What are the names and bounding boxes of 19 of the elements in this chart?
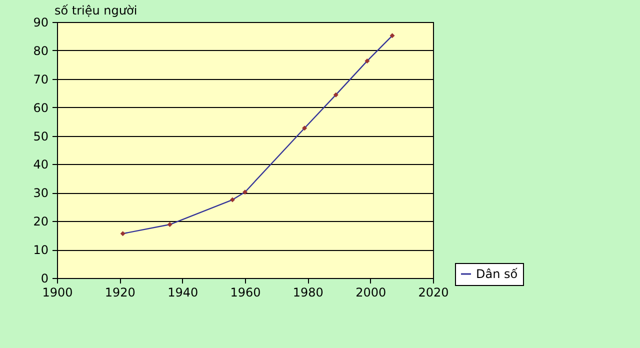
y-tick-label: 30 [33, 186, 48, 200]
y-tick-label: 10 [33, 243, 48, 258]
y-tick-label: 60 [33, 100, 48, 115]
x-tick-label: 1960 [230, 286, 261, 300]
y-tick-label: 70 [33, 72, 48, 86]
y-tick-label: 80 [33, 44, 48, 58]
x-tick-label: 2000 [356, 286, 386, 300]
y-tick-label: 0 [40, 272, 48, 286]
y-tick-label: 90 [33, 16, 48, 30]
y-axis-title: số triệu người [54, 4, 138, 18]
y-tick-label: 50 [33, 129, 48, 144]
legend-label: Dân số [476, 267, 518, 281]
x-tick-label: 1920 [104, 286, 136, 300]
y-tick-label: 20 [33, 214, 48, 229]
x-tick-label: 1980 [292, 286, 324, 300]
y-tick-label: 40 [33, 158, 48, 172]
x-tick-label: 2020 [418, 286, 449, 300]
x-tick-label: 1900 [42, 286, 73, 300]
x-tick-label: 1940 [168, 286, 198, 300]
